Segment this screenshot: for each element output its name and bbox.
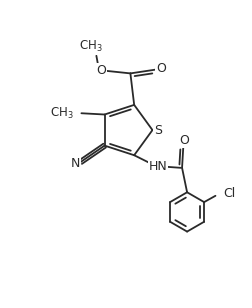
Text: S: S: [154, 124, 162, 136]
Text: CH$_3$: CH$_3$: [50, 106, 74, 121]
Text: O: O: [156, 62, 166, 75]
Text: O: O: [96, 64, 106, 77]
Text: O: O: [180, 134, 190, 147]
Text: HN: HN: [149, 160, 168, 173]
Text: Cl: Cl: [223, 187, 235, 200]
Text: N: N: [70, 157, 80, 170]
Text: CH$_3$: CH$_3$: [79, 39, 103, 55]
